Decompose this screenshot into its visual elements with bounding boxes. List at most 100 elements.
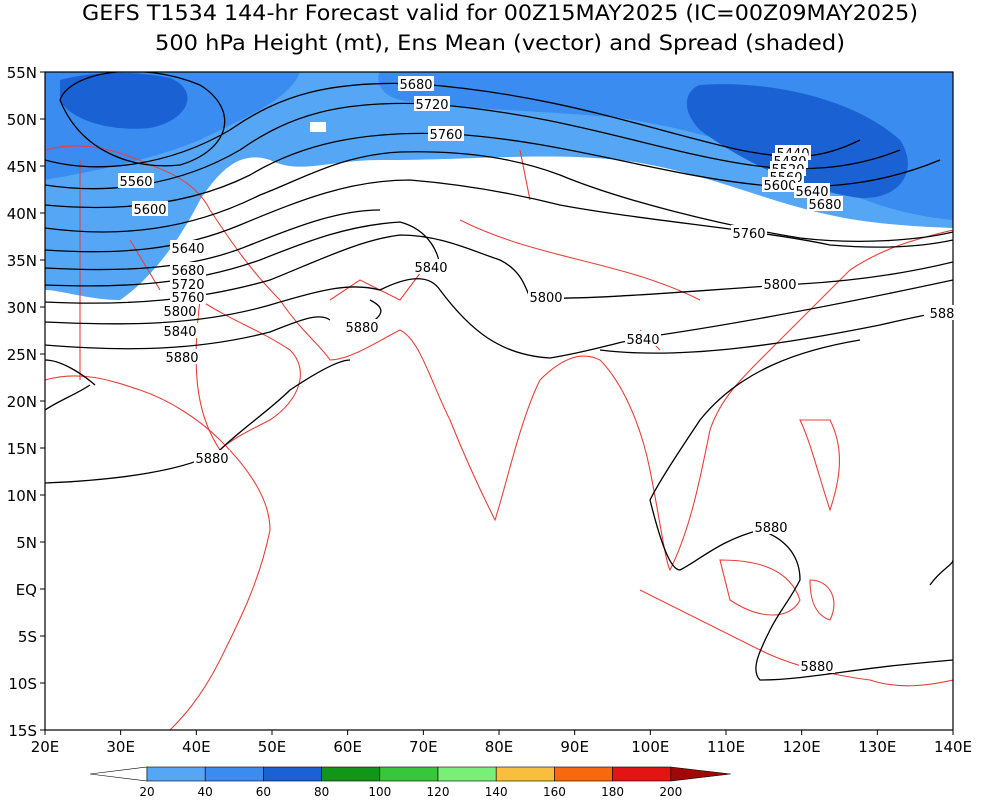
- contour-label-bg: [762, 177, 798, 192]
- colorbar-label: 200: [659, 785, 682, 799]
- lat-label: 5N: [16, 534, 37, 552]
- contour-label: 5760: [732, 227, 765, 242]
- colorbar-cell: [204, 766, 264, 782]
- contour-label: 5600: [133, 203, 166, 218]
- contour-label-bg: [162, 323, 198, 338]
- contour-label: 5840: [163, 325, 196, 340]
- contour-label: 5800: [529, 291, 562, 306]
- colorbar-cell: [263, 766, 322, 782]
- contour: [45, 221, 441, 287]
- coastline: [195, 299, 301, 451]
- lon-label: 50E: [258, 738, 287, 756]
- spread-60: [60, 72, 188, 129]
- contour-label-bg: [170, 262, 206, 277]
- colorbar-cell: [146, 766, 206, 782]
- contour: [45, 151, 953, 242]
- contour-label-bg: [762, 276, 798, 291]
- colorbar-label: 40: [198, 785, 213, 799]
- contour: [45, 209, 381, 271]
- contour: [45, 234, 953, 304]
- contour-label-bg: [794, 183, 830, 198]
- lon-label: 40E: [182, 738, 211, 756]
- contour-label-bg: [753, 519, 789, 534]
- contour-label-bg: [625, 331, 661, 346]
- lon-label: 90E: [560, 738, 589, 756]
- axes: 55N 50N 45N 40N 35N 30N 25N 20N 15N 10N 5N EQ 5S 10S 1…: [7, 64, 972, 756]
- contour-label-bg: [398, 76, 434, 91]
- coastline: [45, 145, 953, 572]
- contour-label: 5560: [119, 175, 152, 190]
- colorbar-label: 100: [368, 785, 391, 799]
- contour-label: 5760: [429, 128, 462, 143]
- contour-label-bg: [162, 303, 198, 318]
- lon-label: 30E: [106, 738, 135, 756]
- colorbar-label: 60: [256, 785, 271, 799]
- coastline: [719, 419, 840, 621]
- contour-label-bg: [132, 201, 168, 216]
- lon-label: 120E: [783, 738, 821, 756]
- lon-label: 20E: [31, 738, 60, 756]
- contour: [45, 278, 953, 359]
- lon-label: 70E: [409, 738, 438, 756]
- lon-label: 100E: [631, 738, 669, 756]
- contour-label: 5800: [763, 278, 796, 293]
- colorbar-label: 180: [601, 785, 624, 799]
- colorbar-end: [89, 766, 148, 782]
- colorbar-cell: [437, 766, 497, 782]
- contour-label: 5680: [399, 78, 432, 93]
- lon-label: 140E: [934, 738, 972, 756]
- lat-label: 10N: [7, 487, 37, 505]
- lon-label: 110E: [707, 738, 745, 756]
- contour-label: 5760: [171, 291, 204, 306]
- subtitle: 500 hPa Height (mt), Ens Mean (vector) a…: [155, 31, 845, 55]
- colorbar-cell: [379, 766, 439, 782]
- contour: [929, 559, 953, 586]
- colorbar-cell: [495, 766, 555, 782]
- contour-label: 5640: [171, 242, 204, 257]
- lat-label: 35N: [7, 252, 37, 270]
- lat-label: 40N: [7, 205, 37, 223]
- lat-label: 30N: [7, 299, 37, 317]
- colorbar-cell: [321, 766, 381, 782]
- lat-label: EQ: [16, 581, 37, 599]
- contour-label-bg: [344, 319, 380, 334]
- spread-gap: [310, 122, 326, 132]
- contour: [45, 179, 953, 253]
- contour: [59, 72, 226, 167]
- lat-label: 5S: [18, 628, 37, 646]
- contour-label-bg: [731, 225, 767, 240]
- contour-label-bg: [414, 96, 450, 111]
- contour-label: 5720: [415, 98, 448, 113]
- contour-label-bg: [170, 276, 206, 291]
- contour-label: 5880: [754, 521, 787, 536]
- contour-label: 5840: [626, 333, 659, 348]
- contour-label-bg: [528, 289, 564, 304]
- contour-label: 5880: [165, 351, 198, 366]
- lon-label: 130E: [858, 738, 896, 756]
- lat-label: 45N: [7, 158, 37, 176]
- contour-label-bg: [413, 259, 449, 274]
- lat-label: 10S: [8, 675, 37, 693]
- colorbar: 20 40 60 80 100 120 140 160 180 200: [89, 766, 731, 799]
- contour-label-bg: [118, 173, 154, 188]
- colorbar-cell: [612, 766, 672, 782]
- contour-label-bg: [164, 349, 200, 364]
- lat-label: 50N: [7, 111, 37, 129]
- contour-label: 5680: [171, 264, 204, 279]
- title: GEFS T1534 144-hr Forecast valid for 00Z…: [82, 1, 918, 25]
- contour-label: 5880: [195, 452, 228, 467]
- colorbar-label: 140: [485, 785, 508, 799]
- contour-label: 5800: [163, 305, 196, 320]
- contour-label: 5680: [808, 198, 841, 213]
- map-area: [45, 72, 953, 730]
- colorbar-label: 160: [543, 785, 566, 799]
- lat-label: 20N: [7, 393, 37, 411]
- contour-label: 588: [930, 307, 955, 322]
- coastline: [639, 589, 953, 687]
- contour-label: 5840: [414, 261, 447, 276]
- contour-label-bg: [194, 450, 230, 465]
- lat-label: 55N: [7, 64, 37, 82]
- contour-label-bg: [170, 240, 206, 255]
